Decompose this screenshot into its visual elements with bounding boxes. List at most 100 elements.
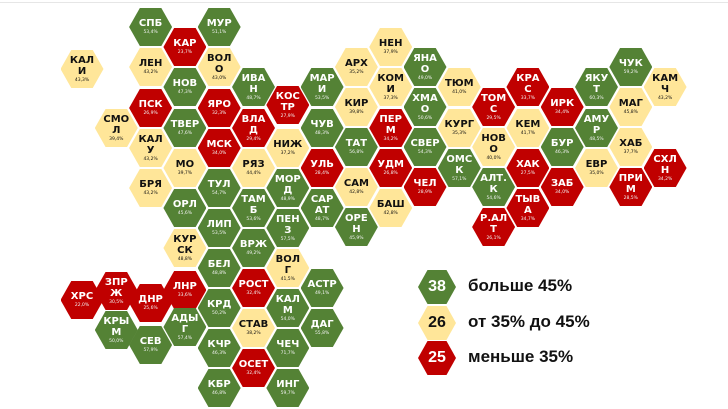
region-label: КОМИ <box>377 72 404 95</box>
region-hex: МУР 51,1% <box>197 8 241 46</box>
region-value: 54,6% <box>486 195 501 201</box>
region-value: 57,4% <box>177 335 193 341</box>
region-value: 54,0% <box>280 316 295 322</box>
region-value: 48,7% <box>314 216 330 222</box>
region-hex: НИЖ 37,2% <box>266 129 310 167</box>
region-value: 48,3% <box>314 131 330 136</box>
region-value: 37,9% <box>383 50 398 55</box>
region-hex: КРД 50,2% <box>197 289 241 327</box>
region-hex: ЗАБ 34,0% <box>540 168 584 206</box>
region-value: 59,2% <box>623 70 638 75</box>
region-label: СТАВ <box>238 319 269 330</box>
region-value: 43,2% <box>657 95 673 101</box>
region-label: ЯКУТ <box>584 72 609 95</box>
region-hex: САМ 42,8% <box>334 168 378 206</box>
region-label: ЯРО <box>207 99 231 110</box>
region-value: 40,0% <box>486 155 501 161</box>
region-value: 28,9% <box>417 190 433 195</box>
region-value: 60,3% <box>589 95 604 101</box>
region-hex: КАЛМ 54,0% <box>266 289 310 327</box>
region-label: ТАМБ <box>241 193 266 216</box>
region-label: ВОЛО <box>206 52 232 75</box>
region-value: 32,4% <box>246 371 261 376</box>
region-hex: КИР 39,8% <box>334 88 378 126</box>
region-value: 27,9% <box>280 113 295 119</box>
region-hex: БРЯ 43,2% <box>129 169 173 207</box>
region-label: КАР <box>173 38 197 49</box>
region-hex: ОМСК 57,1% <box>437 149 481 187</box>
region-hex: ТОМС 29,5% <box>472 88 516 126</box>
region-hex: КРЫМ 50,0% <box>94 311 138 349</box>
region-hex: ХАБ 37,7% <box>609 128 653 166</box>
region-hex: КАР 23,7% <box>163 28 207 66</box>
region-hex: СХЛН 34,2% <box>643 149 687 187</box>
region-hex: ЯНАО 49,0% <box>403 48 447 86</box>
legend-hex-low: 25 <box>418 341 456 375</box>
region-hex: СТАВ 38,2% <box>232 309 275 347</box>
region-hex: РОСТ 32,4% <box>232 269 275 307</box>
region-label: ХРС <box>70 291 94 302</box>
region-value: 46,8% <box>212 391 227 396</box>
region-value: 25,6% <box>143 306 158 311</box>
region-value: 39,8% <box>349 110 364 115</box>
region-hex: ЧУК 59,2% <box>609 48 653 86</box>
region-value: 41,5% <box>280 276 295 282</box>
region-hex: ТЫВА 34,7% <box>506 189 550 227</box>
region-hex: ОРЕН 45,9% <box>334 208 378 246</box>
region-value: 33,7% <box>520 95 536 101</box>
region-label: ИРК <box>550 98 575 109</box>
region-label: БЕЛ <box>207 259 231 270</box>
region-hex: БЕЛ 48,8% <box>197 249 241 287</box>
region-label: ТЫВА <box>515 193 541 216</box>
region-hex: КОСТР 27,9% <box>266 86 310 124</box>
region-value: 35,2% <box>349 70 364 75</box>
region-hex: ПЕНЗ 57,5% <box>266 209 310 247</box>
region-label: ЛЕН <box>138 58 163 69</box>
region-hex: ВЛАД 29,4% <box>232 109 275 147</box>
region-value: 39,4% <box>109 136 124 142</box>
region-value: 53,4% <box>143 30 158 35</box>
region-label: ХАБ <box>619 138 643 149</box>
region-hex: ТЮМ 41,0% <box>437 68 481 106</box>
region-hex: УДМ 26,8% <box>369 149 413 187</box>
region-value: 49,2% <box>246 251 261 256</box>
region-hex: ДНР 25,6% <box>129 284 173 322</box>
region-label: АЛТ.К <box>480 172 507 195</box>
region-value: 55,8% <box>314 331 330 336</box>
region-label: СХЛН <box>653 153 677 176</box>
region-value: 51,1% <box>212 30 227 35</box>
region-label: ЧУВ <box>310 119 334 130</box>
region-label: КЕМ <box>515 119 541 130</box>
region-label: КЧР <box>207 339 231 350</box>
region-value: 46,3% <box>212 351 227 356</box>
region-hex: СЕВ 57,9% <box>129 326 173 364</box>
top-divider <box>0 2 728 3</box>
region-label: ЧЕЧ <box>276 339 300 350</box>
region-value: 46,3% <box>555 150 570 155</box>
region-value: 50,2% <box>212 311 227 316</box>
region-value: 43,0% <box>212 75 227 81</box>
region-hex: ПЕРМ 34,2% <box>369 109 413 147</box>
region-hex: КЕМ 41,7% <box>506 109 550 147</box>
legend-item-high: 38 больше 45% <box>418 270 618 306</box>
region-label: АРХ <box>345 58 368 69</box>
region-value: 34,0% <box>212 151 227 156</box>
region-label: ЧЕЛ <box>413 178 437 189</box>
region-label: ТЮМ <box>445 78 474 89</box>
region-value: 48,7% <box>246 95 261 101</box>
region-value: 34,0% <box>555 190 570 195</box>
region-label: БАШ <box>376 199 405 210</box>
region-label: УДМ <box>377 159 404 170</box>
region-hex: ИВАН 48,7% <box>232 68 275 106</box>
region-value: 49,1% <box>314 291 330 296</box>
region-value: 34,2% <box>383 136 398 142</box>
region-value: 45,6% <box>177 211 193 216</box>
region-label: САРАТ <box>310 193 334 216</box>
region-value: 42,8% <box>349 190 364 195</box>
region-label: ТОМС <box>480 92 507 115</box>
region-hex: ТВЕР 47,6% <box>163 109 207 147</box>
region-label: ПРИМ <box>618 172 643 195</box>
region-label: САМ <box>343 178 369 189</box>
region-hex: ИРК 34,4% <box>540 88 584 126</box>
region-label: АСТР <box>307 279 337 290</box>
